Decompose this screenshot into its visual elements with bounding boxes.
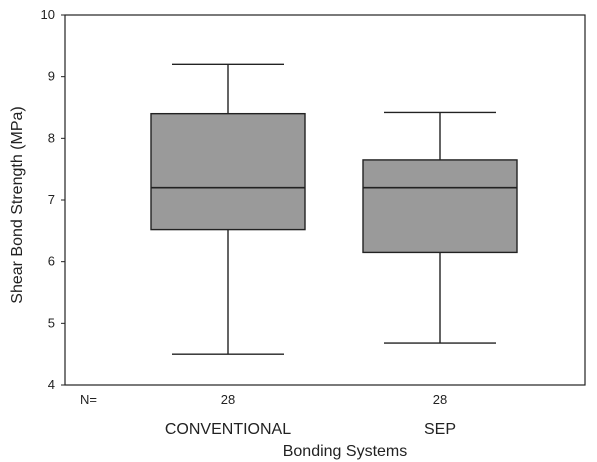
box-2 bbox=[362, 111, 518, 344]
n-value: 28 bbox=[221, 392, 235, 407]
box-series bbox=[150, 63, 518, 355]
y-tick-label: 5 bbox=[48, 315, 55, 330]
y-tick-label: 10 bbox=[41, 7, 55, 22]
iqr-box bbox=[362, 159, 518, 254]
x-axis-title: Bonding Systems bbox=[283, 443, 408, 460]
y-axis-title: Shear Bond Strength (MPa) bbox=[9, 106, 26, 303]
n-label: N= bbox=[80, 392, 97, 407]
y-tick-label: 6 bbox=[48, 254, 55, 269]
sample-size-row: 28 CONVENTIONAL 28 SEP bbox=[165, 392, 456, 438]
y-tick-label: 7 bbox=[48, 192, 55, 207]
box-1 bbox=[150, 63, 306, 355]
y-axis: 4 5 6 7 8 9 10 bbox=[41, 7, 65, 392]
y-tick-label: 8 bbox=[48, 130, 55, 145]
y-tick-label: 4 bbox=[48, 377, 55, 392]
x-category-label: CONVENTIONAL bbox=[165, 421, 291, 438]
iqr-box bbox=[150, 112, 306, 231]
n-value: 28 bbox=[433, 392, 447, 407]
x-category-label: SEP bbox=[424, 421, 456, 438]
y-tick-label: 9 bbox=[48, 69, 55, 84]
